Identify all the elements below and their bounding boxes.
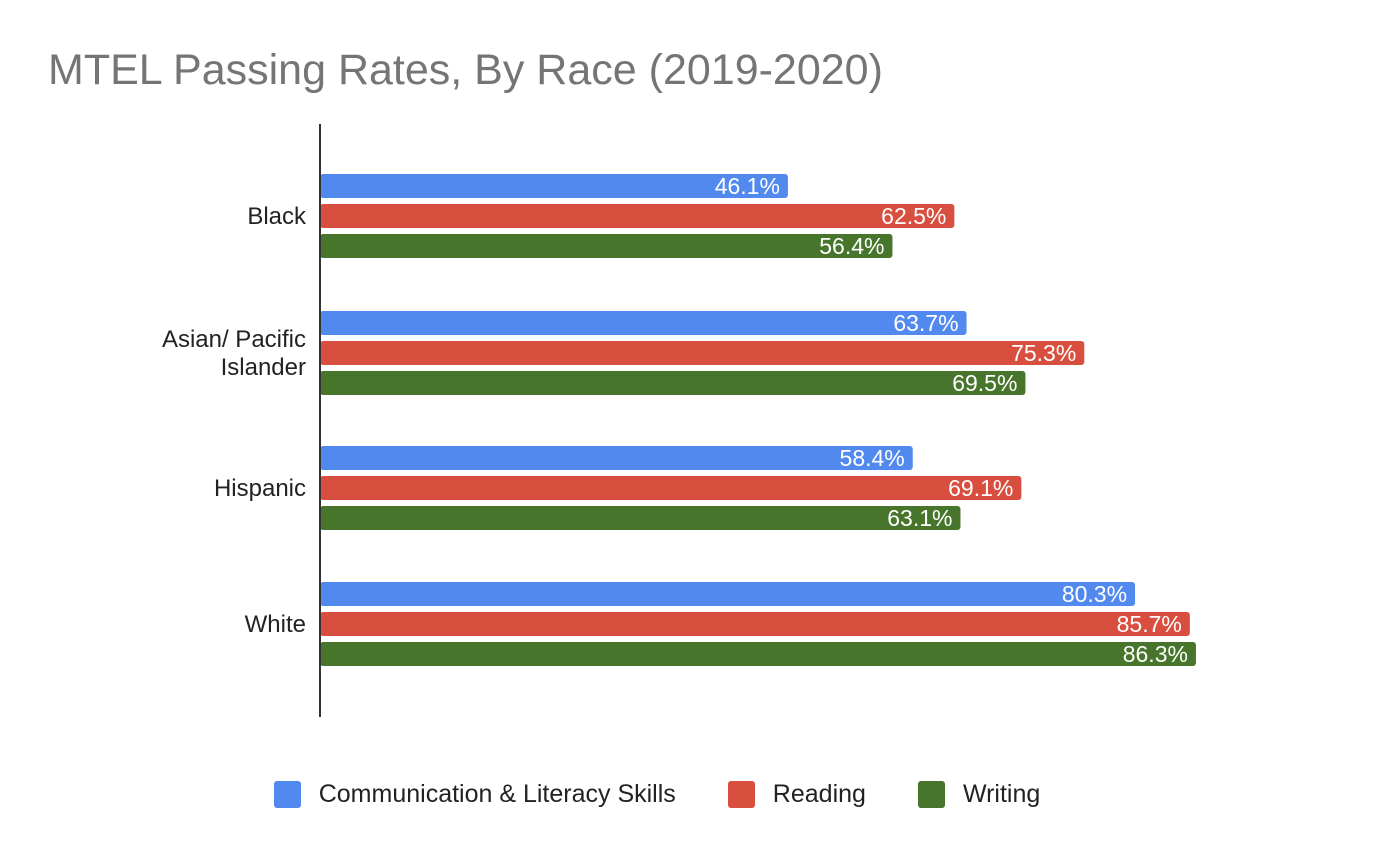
bar-label-communication-2: 58.4% — [840, 445, 905, 471]
legend-swatch-communication — [273, 781, 301, 808]
bar-label-writing-1: 69.5% — [952, 370, 1017, 396]
bar-label-reading-1: 75.3% — [1011, 340, 1076, 366]
bar-label-reading-2: 69.1% — [948, 475, 1013, 501]
category-label-0: Black — [247, 203, 307, 230]
bar-communication-1 — [320, 311, 967, 335]
legend-item-writing: Writing — [904, 780, 1040, 809]
bar-label-reading-3: 85.7% — [1117, 611, 1182, 637]
legend-label-reading: Reading — [772, 780, 866, 808]
category-label-1: Asian/ Pacific Islander — [162, 326, 306, 381]
legend-label-writing: Writing — [962, 780, 1041, 808]
bar-reading-3 — [320, 612, 1190, 636]
bar-reading-2 — [320, 476, 1022, 500]
bar-label-writing-2: 63.1% — [887, 505, 952, 531]
bar-writing-3 — [320, 642, 1196, 666]
bar-reading-1 — [320, 341, 1085, 365]
bar-reading-0 — [320, 204, 955, 228]
legend-item-reading: Reading — [714, 780, 866, 809]
labels-layer: Black 46.1% 62.5% 56.4% Asian/ Pacific Island… — [162, 173, 1188, 667]
bar-communication-3 — [320, 582, 1136, 606]
bar-label-writing-0: 56.4% — [819, 233, 884, 259]
bar-communication-0 — [320, 174, 788, 198]
bar-writing-1 — [320, 371, 1026, 395]
bar-label-communication-1: 63.7% — [893, 310, 958, 336]
bars-layer — [320, 174, 1196, 666]
legend-label-communication: Communication & Literacy Skills — [318, 780, 676, 808]
bar-label-writing-3: 86.3% — [1123, 641, 1188, 667]
bar-writing-0 — [320, 234, 893, 258]
legend-swatch-reading — [727, 781, 755, 808]
bar-label-reading-0: 62.5% — [881, 203, 946, 229]
bar-writing-2 — [320, 506, 961, 530]
chart-title: MTEL Passing Rates, By Race (2019-2020) — [48, 46, 883, 94]
category-label-2: Hispanic — [214, 475, 306, 502]
bar-label-communication-3: 80.3% — [1062, 581, 1127, 607]
bar-communication-2 — [320, 446, 913, 470]
legend-item-communication: Communication & Literacy Skills — [273, 780, 676, 809]
legend-swatch-writing — [917, 781, 945, 808]
bar-label-communication-0: 46.1% — [715, 173, 780, 199]
legend: Communication & Literacy Skills Reading … — [0, 780, 1398, 809]
category-label-3: White — [245, 611, 306, 638]
